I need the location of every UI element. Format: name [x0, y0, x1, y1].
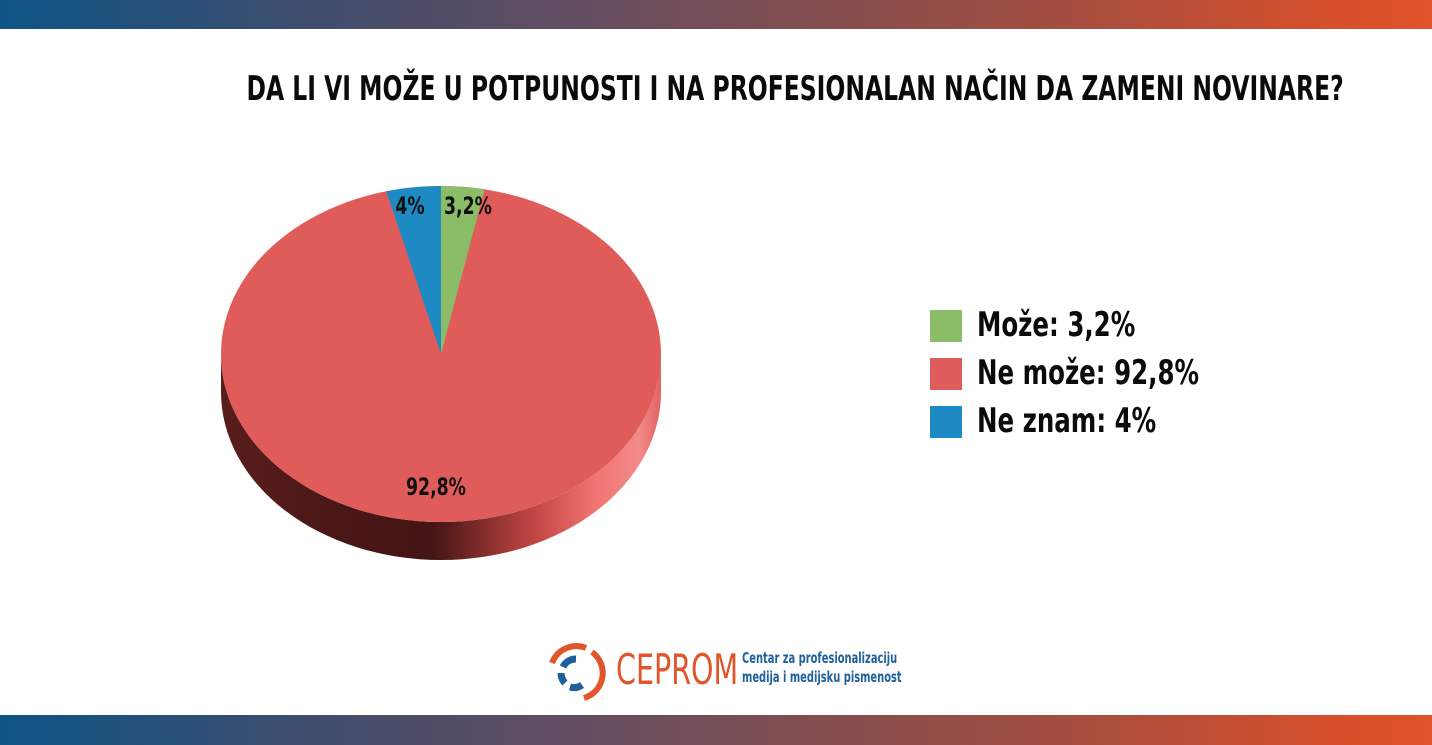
- chart-title: DA LI VI MOŽE U POTPUNOSTI I NA PROFESIO…: [246, 69, 1344, 109]
- pie-slice-moze[interactable]: [441, 185, 485, 354]
- legend-label: Ne znam: 4%: [977, 401, 1157, 441]
- logo-tagline-line2: medija i medijsku pismenost: [742, 668, 902, 686]
- legend-swatch-red-icon: [930, 358, 962, 390]
- logo-name: CEPROM: [616, 645, 739, 694]
- legend-swatch-green-icon: [930, 310, 962, 342]
- legend-swatch-blue-icon: [930, 406, 962, 438]
- chart-title-container: DA LI VI MOŽE U POTPUNOSTI I NA PROFESIO…: [0, 64, 1432, 114]
- top-gradient-bar: [0, 0, 1432, 29]
- legend-label: Može: 3,2%: [977, 305, 1136, 345]
- logo-tagline: Centar za profesionalizaciju medija i me…: [742, 649, 902, 687]
- logo-tagline-line1: Centar za profesionalizaciju: [742, 649, 898, 667]
- ceprom-logo-icon: [549, 643, 606, 701]
- pie-slice-ne-znam[interactable]: [386, 186, 441, 354]
- pie-label-ne-znam: 4%: [395, 192, 424, 220]
- bottom-gradient-bar: [0, 715, 1432, 745]
- ceprom-logo: CEPROM Centar za profesionalizaciju medi…: [546, 643, 906, 703]
- pie-side-wall: [221, 354, 661, 560]
- pie-label-ne-moze: 92,8%: [406, 473, 466, 501]
- legend-label: Ne može: 92,8%: [977, 353, 1200, 393]
- pie-label-moze: 3,2%: [444, 192, 492, 220]
